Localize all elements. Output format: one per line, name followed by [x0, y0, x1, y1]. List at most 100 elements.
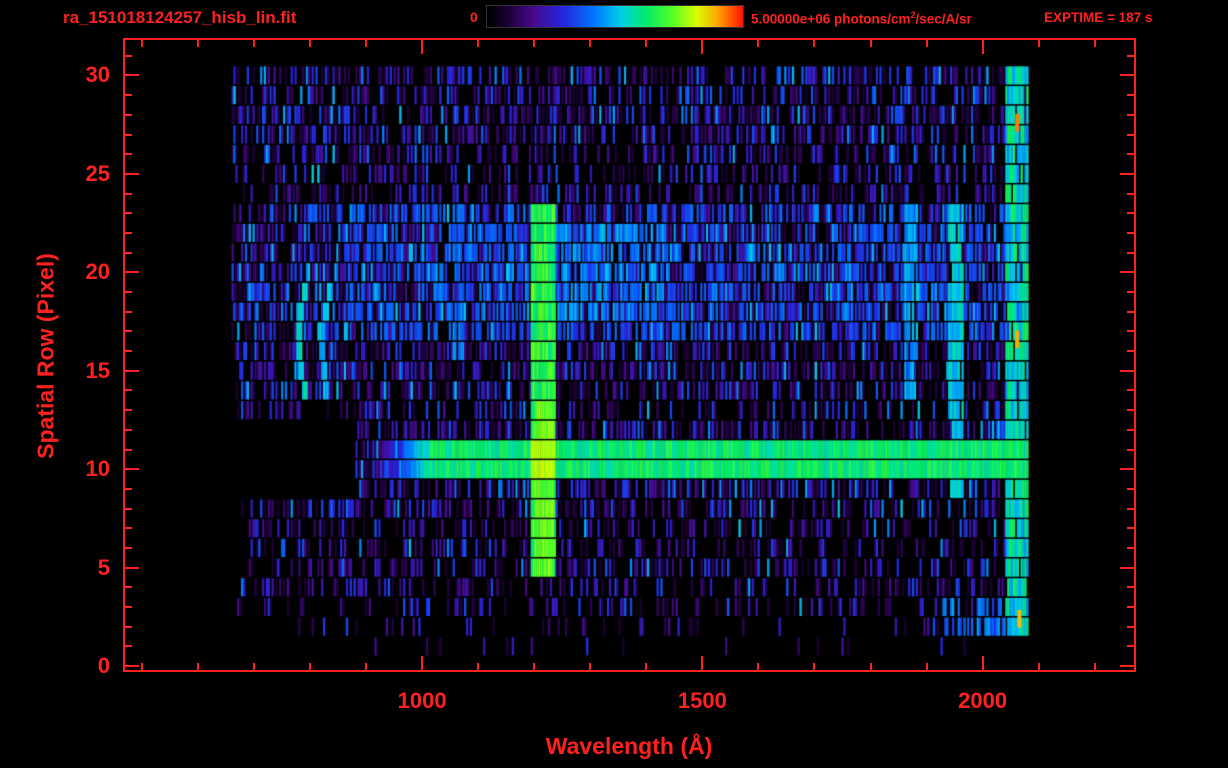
x-minor-tick — [252, 663, 255, 670]
y-minor-tick — [125, 606, 132, 608]
y-minor-tick — [125, 212, 132, 215]
x-minor-tick — [1037, 663, 1040, 670]
x-axis-title: Wavelength (Å) — [545, 733, 713, 759]
x-minor-tick — [533, 663, 536, 670]
y-minor-tick — [1127, 172, 1134, 175]
y-minor-tick — [1127, 448, 1134, 451]
y-minor-tick — [125, 231, 132, 234]
x-minor-tick — [140, 40, 143, 47]
y-minor-tick — [1127, 192, 1134, 195]
x-minor-tick — [196, 663, 199, 670]
y-minor-tick — [125, 409, 132, 412]
y-minor-tick — [125, 645, 132, 648]
y-minor-tick — [1127, 606, 1134, 608]
y-minor-tick — [125, 507, 132, 510]
y-major-tick — [125, 468, 139, 471]
x-minor-tick — [477, 663, 480, 670]
y-major-tick — [125, 369, 139, 372]
y-minor-tick — [1127, 153, 1134, 156]
x-minor-tick — [477, 40, 480, 47]
y-minor-tick — [1127, 409, 1134, 412]
y-minor-tick — [125, 192, 132, 195]
x-tick-label: 1500 — [677, 688, 727, 713]
x-minor-tick — [645, 663, 648, 670]
x-minor-tick — [701, 663, 704, 670]
x-minor-tick — [308, 663, 311, 670]
y-minor-tick — [125, 487, 132, 490]
x-minor-tick — [1093, 40, 1096, 47]
x-minor-tick — [421, 40, 424, 47]
y-tick-label: 30 — [85, 62, 110, 88]
y-minor-tick — [1127, 74, 1134, 77]
y-major-tick — [125, 74, 139, 77]
x-minor-tick — [757, 40, 760, 47]
y-minor-tick — [125, 330, 132, 333]
x-minor-tick — [813, 40, 816, 47]
y-major-tick — [125, 665, 139, 668]
exptime-label: EXPTIME = 187 s — [1044, 10, 1153, 25]
y-minor-tick — [125, 448, 132, 451]
y-major-tick — [125, 566, 139, 569]
spectral-heatmap — [125, 40, 1134, 670]
y-minor-tick — [125, 271, 132, 274]
x-minor-tick — [869, 663, 872, 670]
y-minor-tick — [1127, 212, 1134, 215]
y-minor-tick — [1127, 586, 1134, 589]
y-minor-tick — [125, 468, 132, 471]
colorbar-max-suffix: /sec/A/sr — [915, 11, 972, 27]
y-minor-tick — [1127, 389, 1134, 392]
x-minor-tick — [869, 40, 872, 47]
filename-title: ra_151018124257_hisb_lin.fit — [63, 8, 297, 27]
y-minor-tick — [1127, 54, 1134, 57]
y-minor-tick — [1127, 645, 1134, 648]
y-minor-tick — [1127, 428, 1134, 431]
x-minor-tick — [757, 663, 760, 670]
colorbar-max-label: 5.00000e+06 photons/cm2/sec/A/sr — [751, 10, 972, 27]
y-minor-tick — [1127, 527, 1134, 530]
y-minor-tick — [125, 665, 132, 668]
y-minor-tick — [125, 310, 132, 313]
y-minor-tick — [1127, 291, 1134, 293]
y-minor-tick — [1127, 271, 1134, 274]
y-minor-tick — [125, 625, 132, 628]
x-minor-tick — [365, 663, 368, 670]
y-minor-tick — [125, 94, 132, 97]
y-minor-tick — [125, 527, 132, 530]
y-minor-tick — [1127, 231, 1134, 234]
x-minor-tick — [981, 663, 984, 670]
colorbar-gradient — [486, 5, 744, 28]
colorbar-min-label: 0 — [470, 9, 478, 25]
x-minor-tick — [140, 663, 143, 670]
y-tick-label: 15 — [85, 357, 110, 383]
y-minor-tick — [125, 54, 132, 57]
y-minor-tick — [125, 369, 132, 372]
y-minor-tick — [1127, 251, 1134, 254]
x-minor-tick — [813, 663, 816, 670]
y-minor-tick — [1127, 94, 1134, 97]
x-minor-tick — [252, 40, 255, 47]
x-minor-tick — [589, 663, 592, 670]
y-minor-tick — [1127, 330, 1134, 333]
y-minor-tick — [125, 546, 132, 549]
x-major-tick — [981, 40, 984, 54]
y-minor-tick — [125, 251, 132, 254]
y-minor-tick — [125, 113, 132, 116]
y-minor-tick — [1127, 369, 1134, 372]
colorbar-max-superscript: 2 — [910, 10, 916, 20]
y-minor-tick — [125, 566, 132, 569]
y-minor-tick — [1127, 468, 1134, 471]
x-minor-tick — [196, 40, 199, 47]
y-minor-tick — [1127, 487, 1134, 490]
y-minor-tick — [125, 153, 132, 156]
x-minor-tick — [421, 663, 424, 670]
x-tick-label: 1000 — [397, 688, 447, 713]
x-major-tick — [421, 40, 424, 54]
x-minor-tick — [925, 40, 928, 47]
plot-frame — [123, 38, 1136, 672]
y-minor-tick — [1127, 350, 1134, 353]
y-minor-tick — [1127, 546, 1134, 549]
colorbar-max-prefix: 5.00000e+06 photons/cm — [751, 11, 911, 27]
y-minor-tick — [1127, 507, 1134, 510]
